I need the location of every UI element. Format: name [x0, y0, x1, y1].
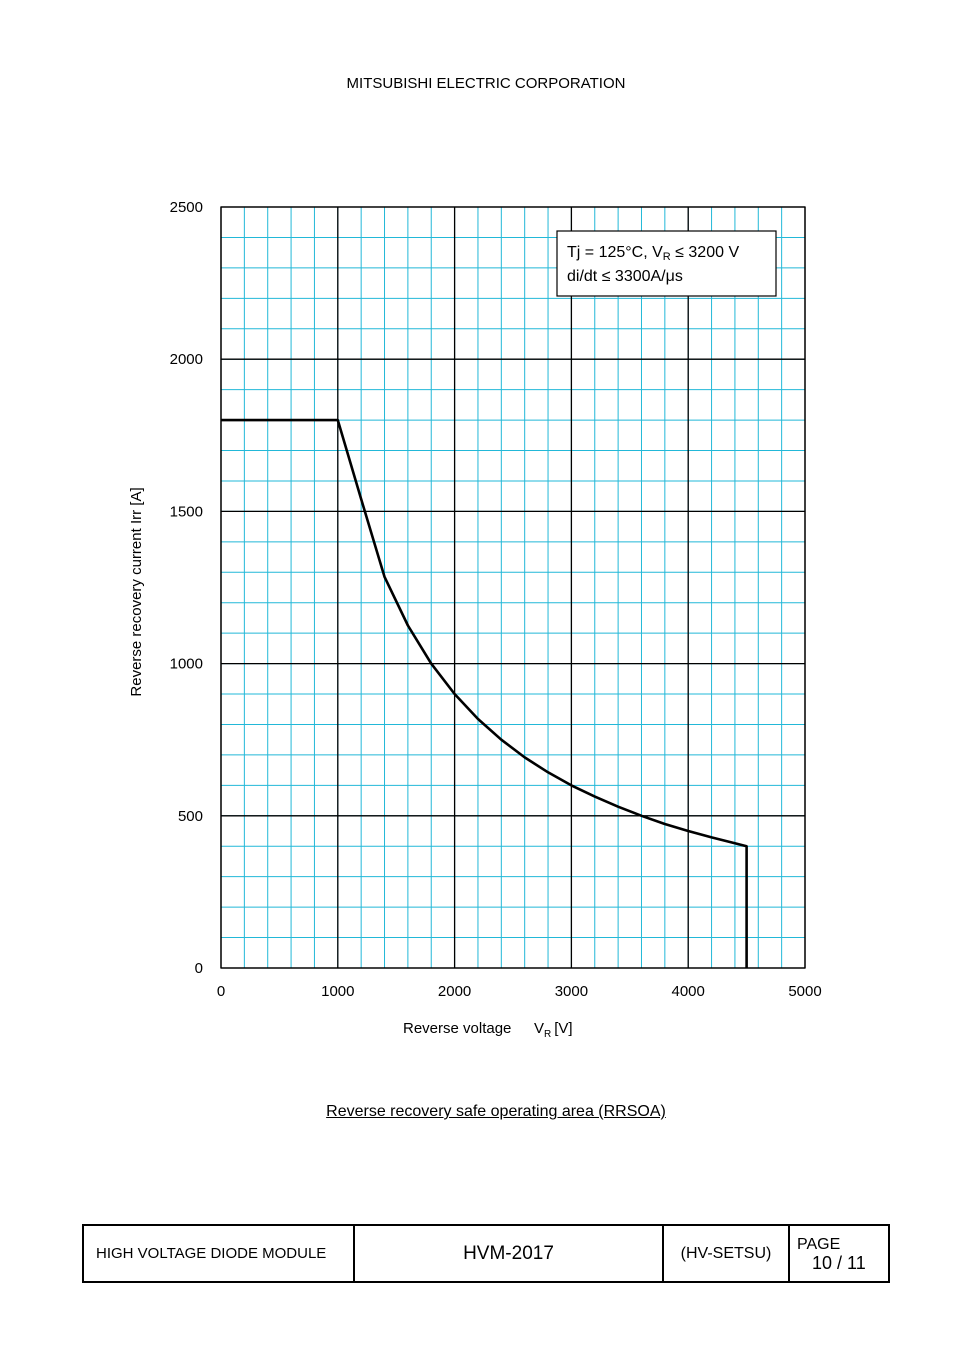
x-tick-label: 1000: [321, 983, 354, 1000]
footer-product: HIGH VOLTAGE DIODE MODULE: [84, 1226, 355, 1281]
y-tick-label: 2500: [170, 199, 203, 216]
x-tick-label: 4000: [672, 983, 705, 1000]
minor-grid: [220, 206, 806, 969]
footer-table: HIGH VOLTAGE DIODE MODULE HVM-2017 (HV-S…: [82, 1224, 890, 1283]
y-tick-label: 1000: [170, 656, 203, 673]
y-tick-label: 2000: [170, 351, 203, 368]
footer-code: (HV-SETSU): [664, 1226, 790, 1281]
series-layer: [221, 418, 748, 968]
footer-page: PAGE 10 / 11: [790, 1226, 888, 1281]
y-tick-label: 500: [178, 808, 203, 825]
y-tick-label: 0: [195, 960, 203, 977]
chart-caption: Reverse recovery safe operating area (RR…: [326, 1103, 666, 1120]
y-tick-label: 1500: [170, 503, 203, 520]
annotation-box: Tj = 125°C, VR ≤ 3200 V di/dt ≤ 3300A/μs: [556, 230, 777, 297]
page-number: 10 / 11: [812, 1252, 866, 1273]
rrsoa-curve: [221, 418, 748, 968]
chart: 0 1000 2000 3000 4000 5000 0 500 1000 1500 2000 250…: [128, 199, 822, 1040]
annotation-line2: di/dt ≤ 3300A/μs: [567, 268, 683, 285]
major-grid: [220, 206, 806, 969]
x-tick-label: 5000: [788, 983, 821, 1000]
annotation-line1: Tj = 125°C, VR ≤ 3200 V: [567, 244, 739, 263]
footer-model: HVM-2017: [355, 1226, 664, 1281]
tick-labels: 0 1000 2000 3000 4000 5000 0 500 1000 1500 2000 250…: [170, 199, 822, 1000]
y-axis-label: Reverse recovery current Irr [A]: [128, 487, 145, 696]
plot-frame: [220, 206, 806, 969]
x-tick-label: 3000: [555, 983, 588, 1000]
x-tick-label: 0: [217, 983, 225, 1000]
company-name: MITSUBISHI ELECTRIC CORPORATION: [346, 75, 626, 92]
x-tick-label: 2000: [438, 983, 471, 1000]
x-axis-label: Reverse voltage VR [V]: [403, 1020, 573, 1040]
page-label: PAGE: [797, 1235, 841, 1253]
